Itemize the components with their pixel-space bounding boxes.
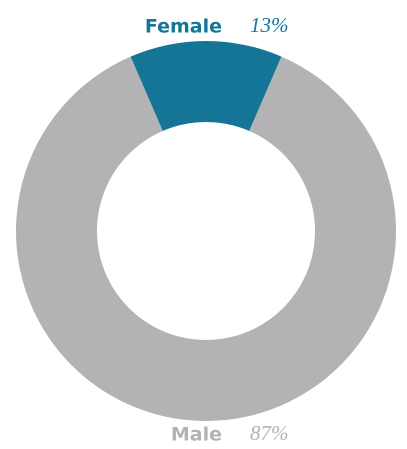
slice bbox=[130, 41, 282, 131]
value-label: 13% bbox=[250, 13, 289, 37]
value-label: 87% bbox=[250, 421, 289, 445]
slice-label: Male bbox=[171, 424, 222, 446]
slice-label: Female bbox=[145, 16, 222, 38]
slice bbox=[16, 56, 396, 422]
